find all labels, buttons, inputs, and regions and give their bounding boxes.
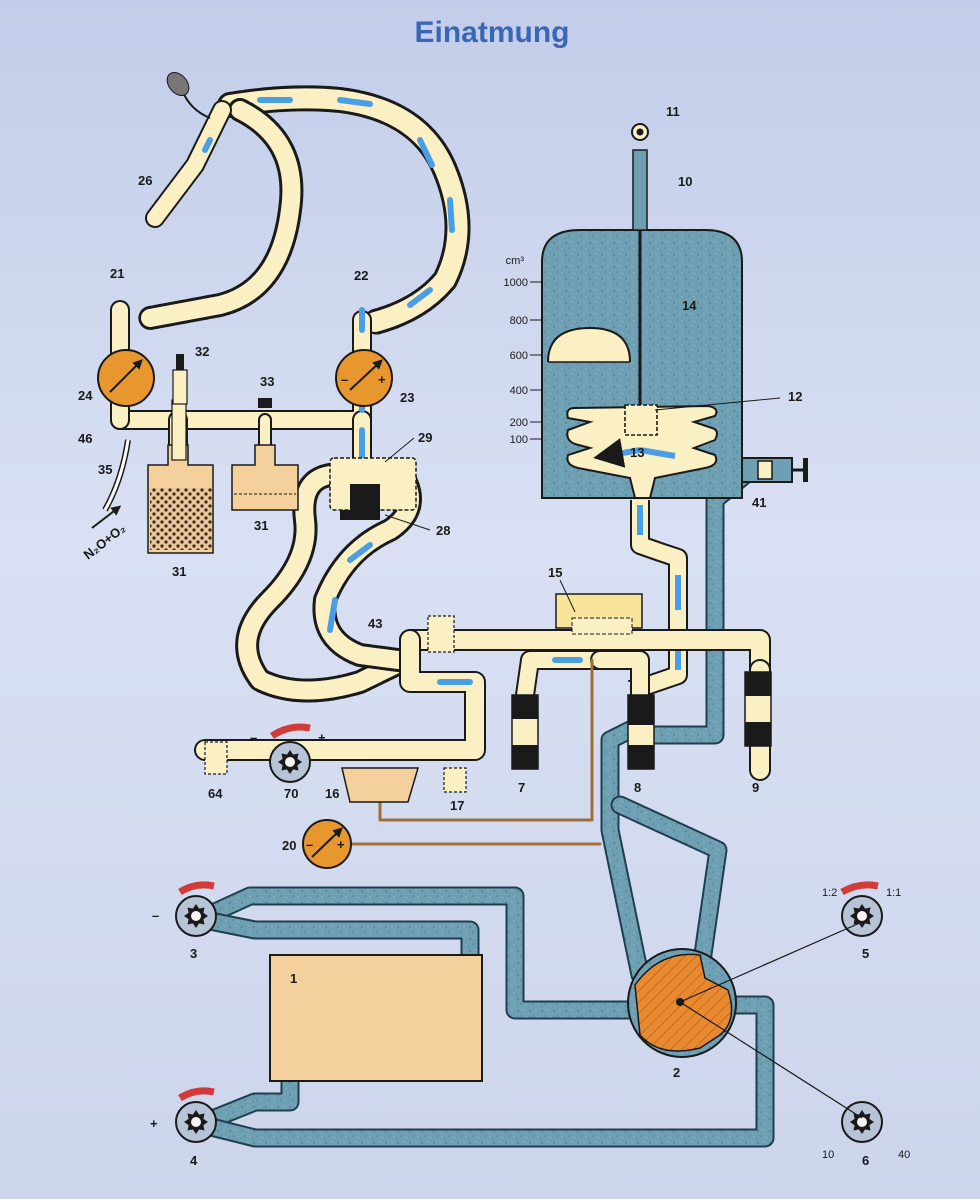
part-labels: 1 2 3 4 5 6 7 8 9 10 11 12 13 14 15 16 1…: [78, 104, 869, 1168]
knob-center: [857, 1117, 867, 1127]
label-8: 8: [634, 780, 641, 795]
volume-scale: cm³ 1000 800 600 400 200 100: [504, 255, 542, 446]
label-35: 35: [98, 462, 112, 477]
label-64: 64: [208, 786, 223, 801]
label-2: 2: [673, 1065, 680, 1080]
fresh-gas-line: [102, 71, 211, 512]
absorber-canisters: [147, 354, 299, 554]
connectors: [204, 457, 467, 803]
scale-tick-label: 400: [510, 385, 528, 397]
ratio-low-label: 1:2: [822, 887, 837, 899]
knob-3[interactable]: [175, 895, 217, 937]
label-10: 10: [678, 174, 692, 189]
label-20: 20: [282, 838, 296, 853]
label-16: 16: [325, 786, 339, 801]
ratio-high-label: 1:1: [886, 887, 901, 899]
valve-block-15: [555, 593, 643, 635]
label-26: 26: [138, 173, 152, 188]
rotary-valve: [627, 921, 863, 1119]
fresh-gas-label: N₂O+O₂: [81, 520, 129, 562]
label-13: 13: [630, 445, 644, 460]
scale-tick-label: 100: [510, 434, 528, 446]
label-3: 3: [190, 946, 197, 961]
label-31a: 31: [172, 564, 186, 579]
label-23: 23: [400, 390, 414, 405]
label-7: 7: [518, 780, 525, 795]
gauge-23-minus: –: [341, 372, 348, 387]
label-33: 33: [260, 374, 274, 389]
label-6: 6: [862, 1153, 869, 1168]
diagram-title: Einatmung: [415, 16, 570, 49]
label-12: 12: [788, 389, 802, 404]
scale-tick-label: 800: [510, 315, 528, 327]
knob-4[interactable]: [175, 1101, 217, 1143]
label-4: 4: [190, 1153, 198, 1168]
electronic-control-unit: [269, 954, 483, 1082]
label-29: 29: [418, 430, 432, 445]
knob-3-minus: –: [152, 908, 159, 923]
control-knobs: [175, 741, 883, 1143]
label-11: 11: [666, 104, 680, 119]
valve-minus-label: –: [250, 730, 257, 745]
knob-center: [191, 1117, 201, 1127]
knob-center: [285, 757, 295, 767]
knob-center: [857, 911, 867, 921]
label-32: 32: [195, 344, 209, 359]
label-14: 14: [682, 298, 697, 313]
label-5: 5: [862, 946, 869, 961]
knob-scale-arcs: [178, 723, 879, 1102]
knob-70[interactable]: [269, 741, 311, 783]
fresh-gas-arrow: [91, 505, 122, 529]
label-21: 21: [110, 266, 124, 281]
scale-tick-label: 200: [510, 417, 528, 429]
scale-tick-label: 600: [510, 350, 528, 362]
check-valves: [511, 671, 772, 770]
valve-plus-label: +: [318, 730, 326, 745]
knob-center: [191, 911, 201, 921]
scale-unit: cm³: [506, 255, 525, 267]
gauge-20-minus: –: [306, 837, 313, 852]
label-28: 28: [436, 523, 450, 538]
label-46: 46: [78, 431, 92, 446]
leader-lines: [384, 397, 781, 613]
label-1: 1: [290, 971, 297, 986]
scale-tick-label: 1000: [504, 277, 528, 289]
pressure-gauges: [97, 349, 393, 869]
freq-high-label: 40: [898, 1149, 910, 1161]
label-70: 70: [284, 786, 298, 801]
freq-low-label: 10: [822, 1149, 834, 1161]
knob-4-plus: +: [150, 1116, 158, 1131]
gauge-23-plus: +: [378, 372, 386, 387]
label-17: 17: [450, 798, 464, 813]
label-24: 24: [78, 388, 93, 403]
label-9: 9: [752, 780, 759, 795]
label-41: 41: [752, 495, 766, 510]
knob-5[interactable]: [841, 895, 883, 937]
label-43: 43: [368, 616, 382, 631]
knob-6[interactable]: [841, 1101, 883, 1143]
label-15: 15: [548, 565, 562, 580]
gauge-20-plus: +: [337, 837, 345, 852]
label-31b: 31: [254, 518, 268, 533]
label-22: 22: [354, 268, 368, 283]
